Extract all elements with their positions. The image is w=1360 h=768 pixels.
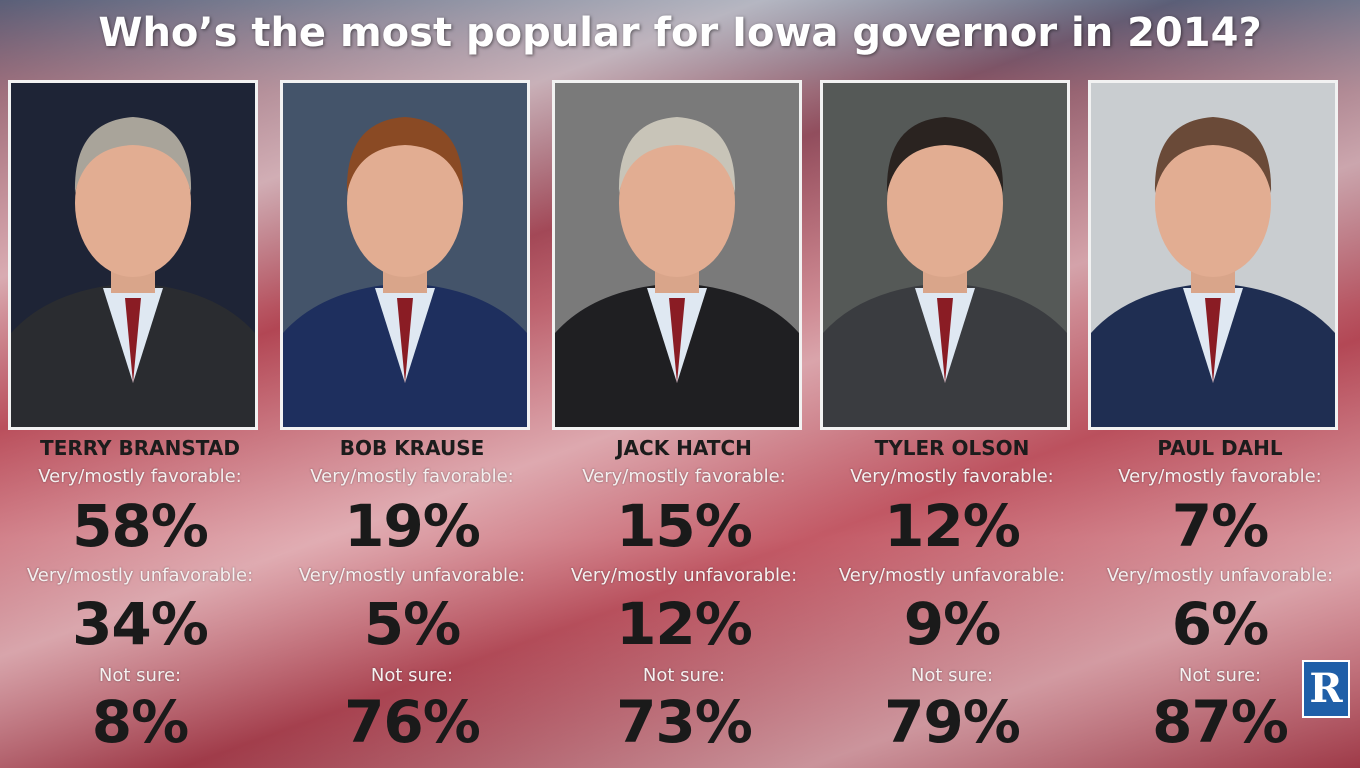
candidate-name: TYLER OLSON — [874, 436, 1030, 460]
unfavorable-label: Very/mostly unfavorable: — [1106, 565, 1334, 586]
favorable-value: 58% — [72, 492, 209, 560]
candidate-column: TERRY BRANSTAD Very/mostly favorable: 58% V… — [4, 0, 276, 768]
unfavorable-label: Very/mostly unfavorable: — [570, 565, 798, 586]
not-sure-label: Not sure: — [642, 665, 726, 686]
favorable-value: 15% — [616, 492, 753, 560]
favorable-label: Very/mostly favorable: — [850, 466, 1054, 487]
favorable-value: 7% — [1171, 492, 1269, 560]
favorable-label: Very/mostly favorable: — [310, 466, 514, 487]
photo-art — [1091, 83, 1335, 427]
not-sure-label: Not sure: — [370, 665, 454, 686]
photo-art — [823, 83, 1067, 427]
candidate-column: JACK HATCH Very/mostly favorable: 15% Very/… — [548, 0, 820, 768]
not-sure-value: 73% — [616, 688, 753, 756]
logo: R — [1302, 660, 1350, 718]
unfavorable-value: 6% — [1171, 590, 1269, 658]
unfavorable-label: Very/mostly unfavorable: — [838, 565, 1066, 586]
unfavorable-value: 9% — [903, 590, 1001, 658]
not-sure-label: Not sure: — [98, 665, 182, 686]
photo-art — [283, 83, 527, 427]
not-sure-value: 87% — [1152, 688, 1289, 756]
candidate-name: TERRY BRANSTAD — [40, 436, 240, 460]
candidate-name: BOB KRAUSE — [339, 436, 485, 460]
not-sure-value: 8% — [91, 688, 189, 756]
not-sure-value: 79% — [884, 688, 1021, 756]
unfavorable-value: 34% — [72, 590, 209, 658]
not-sure-label: Not sure: — [910, 665, 994, 686]
title: Who’s the most popular for Iowa governor… — [98, 10, 1262, 56]
candidate-column: TYLER OLSON Very/mostly favorable: 12% Very… — [816, 0, 1088, 768]
candidate-column: PAUL DAHL Very/mostly favorable: 7% Very/mo… — [1084, 0, 1356, 768]
candidate-photo — [820, 80, 1070, 430]
candidate-name: JACK HATCH — [616, 436, 752, 460]
favorable-label: Very/mostly favorable: — [582, 466, 786, 487]
unfavorable-value: 5% — [363, 590, 461, 658]
favorable-value: 12% — [884, 492, 1021, 560]
favorable-label: Very/mostly favorable: — [38, 466, 242, 487]
unfavorable-value: 12% — [616, 590, 753, 658]
not-sure-value: 76% — [344, 688, 481, 756]
candidate-photo — [552, 80, 802, 430]
unfavorable-label: Very/mostly unfavorable: — [298, 565, 526, 586]
unfavorable-label: Very/mostly unfavorable: — [26, 565, 254, 586]
candidate-column: BOB KRAUSE Very/mostly favorable: 19% Very/… — [276, 0, 548, 768]
candidate-photo — [280, 80, 530, 430]
favorable-value: 19% — [344, 492, 481, 560]
photo-art — [11, 83, 255, 427]
candidate-photo — [1088, 80, 1338, 430]
candidate-photo — [8, 80, 258, 430]
favorable-label: Very/mostly favorable: — [1118, 466, 1322, 487]
candidate-name: PAUL DAHL — [1157, 436, 1283, 460]
photo-art — [555, 83, 799, 427]
not-sure-label: Not sure: — [1178, 665, 1262, 686]
